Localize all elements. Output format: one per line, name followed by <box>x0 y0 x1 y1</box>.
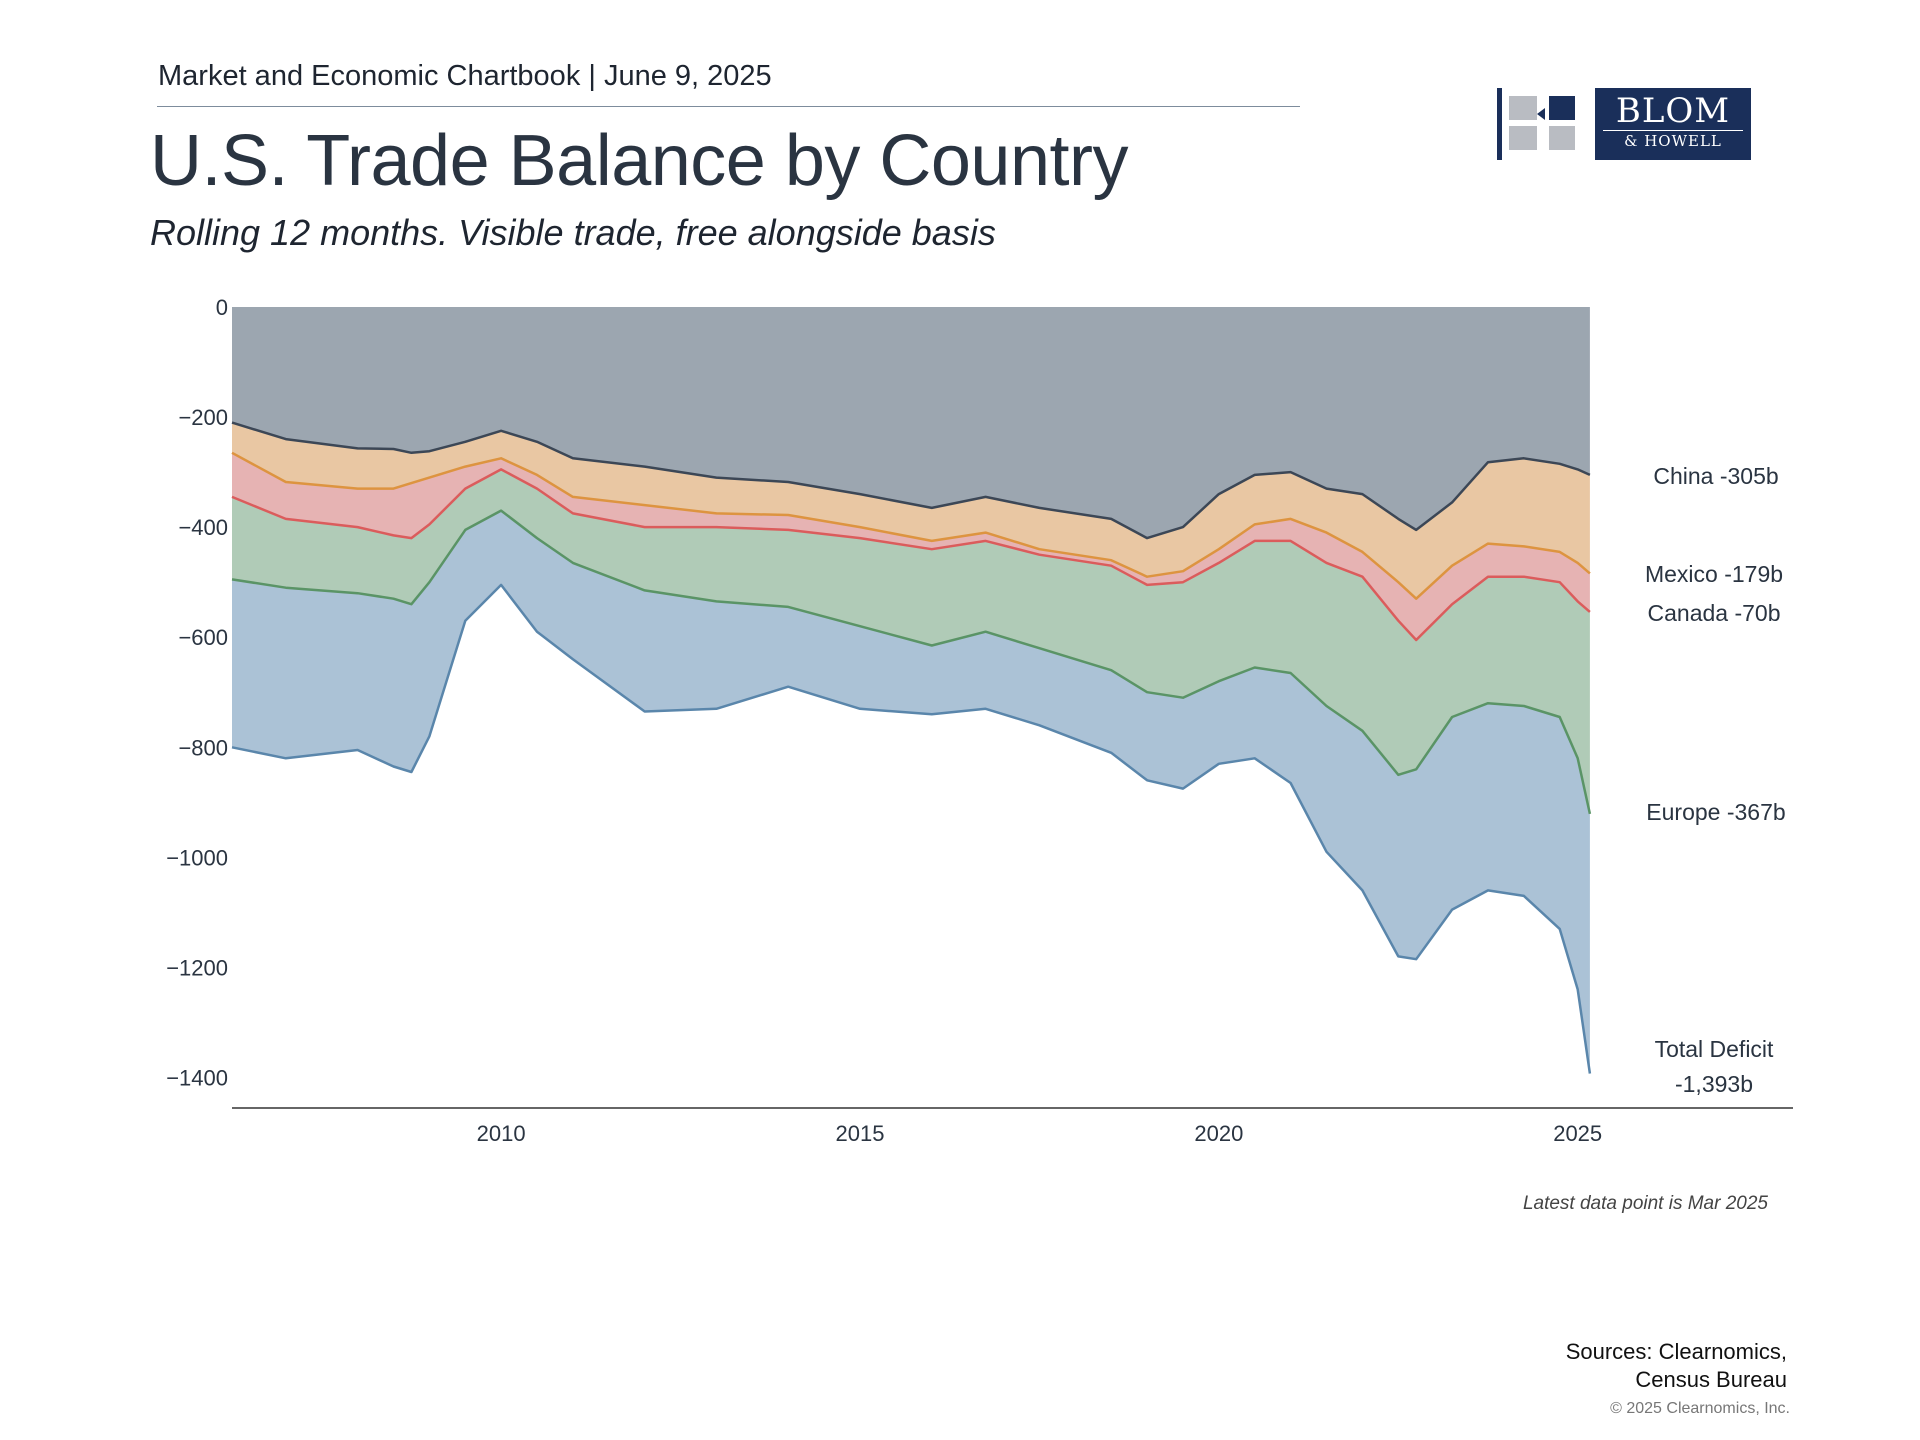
y-tick-label: −1200 <box>166 955 228 980</box>
line-china <box>231 421 1591 540</box>
chartbook-kicker: Market and Economic Chartbook | June 9, … <box>158 60 772 92</box>
stacked-areas <box>232 307 1590 1074</box>
x-axis: 2010 2015 2020 2025 <box>232 1107 1793 1146</box>
sources: Sources: Clearnomics, Census Bureau <box>1566 1338 1787 1394</box>
company-logo: BLOM & HOWELL <box>1497 88 1751 160</box>
label-china: China -305b <box>1653 463 1778 489</box>
label-mexico: Mexico -179b <box>1645 561 1783 587</box>
y-tick-label: −800 <box>178 735 228 760</box>
x-tick-label: 2025 <box>1553 1121 1602 1146</box>
area-china <box>232 307 1590 539</box>
label-europe: Europe -367b <box>1646 799 1785 825</box>
series-lines <box>231 421 1592 1074</box>
x-tick-label: 2010 <box>477 1121 526 1146</box>
series-labels: China -305b Mexico -179b Canada -70b Europe… <box>1645 463 1786 1097</box>
y-tick-label: −200 <box>178 405 228 430</box>
area-total <box>232 510 1590 1074</box>
sources-line-1: Sources: Clearnomics, <box>1565 1339 1787 1364</box>
logo-line-1: BLOM <box>1615 91 1731 131</box>
area-canada <box>232 452 1590 640</box>
label-canada: Canada -70b <box>1648 600 1781 626</box>
logo-line-2: & HOWELL <box>1603 130 1743 151</box>
label-total-line1: Total Deficit <box>1655 1036 1774 1062</box>
y-axis: 0 −200 −400 −600 −800 −1000 −1200 −1400 <box>166 295 228 1090</box>
logo-mark-icon <box>1497 88 1575 160</box>
area-mexico <box>232 422 1590 599</box>
line-total <box>231 583 1592 1074</box>
page-title: U.S. Trade Balance by Country <box>150 121 1129 201</box>
line-europe <box>231 509 1592 815</box>
y-tick-label: −1000 <box>166 845 228 870</box>
y-tick-label: −600 <box>178 625 228 650</box>
line-canada <box>231 468 1591 642</box>
sources-line-2: Census Bureau <box>1635 1367 1787 1392</box>
x-tick-label: 2020 <box>1194 1121 1243 1146</box>
y-tick-label: 0 <box>216 295 228 320</box>
y-tick-label: −1400 <box>166 1065 228 1090</box>
y-tick-label: −400 <box>178 515 228 540</box>
line-mexico <box>231 451 1591 600</box>
label-total-line2: -1,393b <box>1675 1071 1753 1097</box>
logo-wordmark: BLOM & HOWELL <box>1595 88 1751 160</box>
latest-data-note: Latest data point is Mar 2025 <box>1522 1193 1768 1214</box>
x-tick-label: 2015 <box>836 1121 885 1146</box>
header-divider <box>157 106 1300 107</box>
area-europe <box>232 469 1590 814</box>
chart-subtitle: Rolling 12 months. Visible trade, free a… <box>150 212 996 253</box>
copyright: © 2025 Clearnomics, Inc. <box>1610 1400 1790 1417</box>
